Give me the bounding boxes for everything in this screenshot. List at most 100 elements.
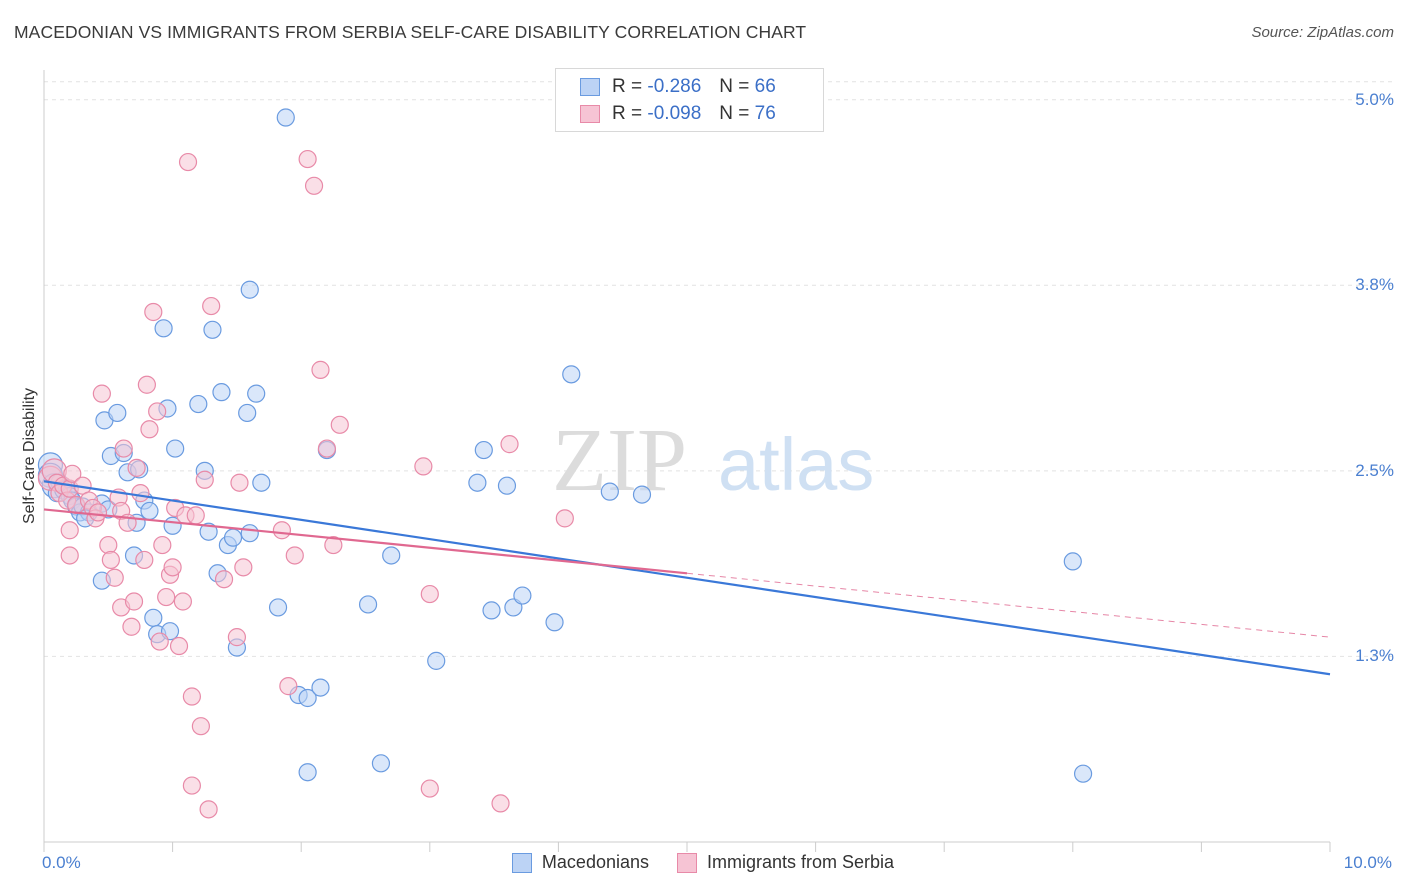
series-legend: Macedonians Immigrants from Serbia (0, 852, 1406, 873)
y-tick-label-2: 2.5% (1355, 460, 1394, 480)
point-serbia-23 (114, 439, 133, 458)
point-macedonians-43 (238, 403, 257, 423)
point-serbia-55 (272, 521, 292, 540)
legend-item-serbia[interactable]: Immigrants from Serbia (677, 852, 894, 873)
point-serbia-31 (140, 420, 159, 439)
point-serbia-51 (214, 570, 234, 589)
point-macedonians-57 (382, 546, 401, 565)
point-macedonians-19 (108, 403, 127, 423)
r-value: -0.098 (647, 103, 702, 124)
point-macedonians-59 (468, 473, 487, 492)
point-serbia-68 (500, 435, 519, 454)
n-value: 66 (754, 76, 776, 97)
point-serbia-13 (88, 503, 108, 522)
point-serbia-25 (122, 617, 141, 636)
legend-swatch-pink (580, 105, 600, 123)
point-serbia-17 (99, 535, 118, 555)
point-serbia-53 (230, 473, 249, 492)
point-serbia-56 (279, 677, 298, 696)
point-macedonians-68 (632, 485, 652, 504)
point-macedonians-48 (268, 598, 288, 617)
point-serbia-35 (153, 535, 172, 555)
y-tick-label-1: 3.8% (1355, 275, 1394, 295)
point-serbia-41 (173, 592, 192, 611)
point-macedonians-67 (600, 482, 619, 501)
point-macedonians-60 (474, 440, 493, 460)
point-macedonians-37 (203, 320, 222, 339)
data-points (37, 108, 1093, 819)
point-macedonians-51 (298, 688, 317, 708)
point-macedonians-69 (1063, 552, 1082, 571)
legend-swatch-pink (677, 852, 697, 873)
point-serbia-61 (317, 439, 337, 458)
point-macedonians-47 (240, 524, 259, 543)
point-serbia-16 (92, 384, 111, 403)
point-serbia-64 (414, 457, 433, 476)
point-serbia-45 (182, 776, 201, 795)
point-serbia-36 (157, 587, 176, 607)
legend-label-macedonians: Macedonians (541, 852, 649, 872)
point-serbia-40 (169, 636, 189, 656)
n-label: N = (719, 103, 750, 124)
point-macedonians-36 (199, 522, 218, 541)
point-macedonians-44 (240, 280, 259, 299)
point-serbia-47 (191, 717, 210, 736)
r-label: R = (612, 76, 643, 97)
chart-title: MACEDONIAN VS IMMIGRANTS FROM SERBIA SEL… (14, 22, 807, 42)
point-macedonians-45 (247, 384, 266, 403)
point-serbia-32 (144, 302, 163, 322)
point-serbia-30 (137, 375, 156, 394)
point-macedonians-33 (166, 439, 185, 458)
point-macedonians-58 (427, 651, 446, 670)
point-serbia-63 (330, 415, 349, 434)
point-macedonians-64 (513, 586, 532, 605)
legend-item-macedonians[interactable]: Macedonians (511, 852, 649, 873)
y-tick-label-3: 1.3% (1355, 646, 1394, 666)
point-serbia-50 (202, 296, 221, 316)
point-serbia-18 (101, 550, 120, 570)
point-macedonians-53 (311, 678, 330, 697)
point-serbia-43 (178, 152, 198, 172)
point-serbia-60 (311, 360, 330, 379)
point-serbia-67 (491, 794, 510, 813)
watermark-zip: ZIP (552, 411, 687, 510)
point-serbia-34 (150, 632, 169, 651)
stats-legend-row-serbia: R = -0.098 N = 76 (580, 101, 776, 127)
trend-line-extension-serbia (686, 572, 1331, 638)
point-macedonians-66 (562, 365, 581, 384)
point-serbia-19 (105, 568, 124, 587)
stats-legend: R = -0.286 N = 66 R = -0.098 N = 76 (555, 68, 824, 132)
point-macedonians-34 (189, 394, 208, 414)
zipatlas-watermark: ZIP atlas (552, 411, 874, 510)
point-serbia-58 (298, 149, 317, 169)
point-macedonians-52 (298, 763, 317, 782)
point-serbia-48 (195, 470, 214, 489)
source-label: Source: ZipAtlas.com (1251, 24, 1394, 41)
point-serbia-29 (135, 550, 154, 570)
n-label: N = (719, 76, 750, 97)
point-macedonians-65 (545, 613, 564, 632)
r-value: -0.286 (647, 76, 702, 97)
point-serbia-57 (285, 546, 304, 565)
point-serbia-28 (131, 484, 150, 503)
y-tick-label-0: 5.0% (1355, 89, 1394, 109)
point-macedonians-41 (223, 528, 243, 547)
point-macedonians-55 (358, 595, 378, 614)
legend-swatch-blue (511, 852, 532, 873)
point-serbia-69 (555, 509, 574, 528)
point-serbia-52 (227, 628, 246, 647)
point-serbia-27 (127, 458, 146, 477)
point-serbia-7 (63, 464, 82, 483)
point-serbia-26 (124, 592, 144, 611)
trend-line-serbia (43, 508, 688, 575)
point-macedonians-39 (212, 383, 231, 402)
x-tick-min: 0.0% (42, 853, 81, 872)
point-serbia-65 (420, 584, 439, 604)
point-serbia-62 (324, 535, 343, 555)
trend-lines (43, 480, 1331, 676)
point-serbia-44 (182, 687, 201, 706)
n-value: 76 (754, 103, 776, 124)
legend-label-serbia: Immigrants from Serbia (707, 852, 895, 872)
point-macedonians-49 (276, 108, 295, 127)
